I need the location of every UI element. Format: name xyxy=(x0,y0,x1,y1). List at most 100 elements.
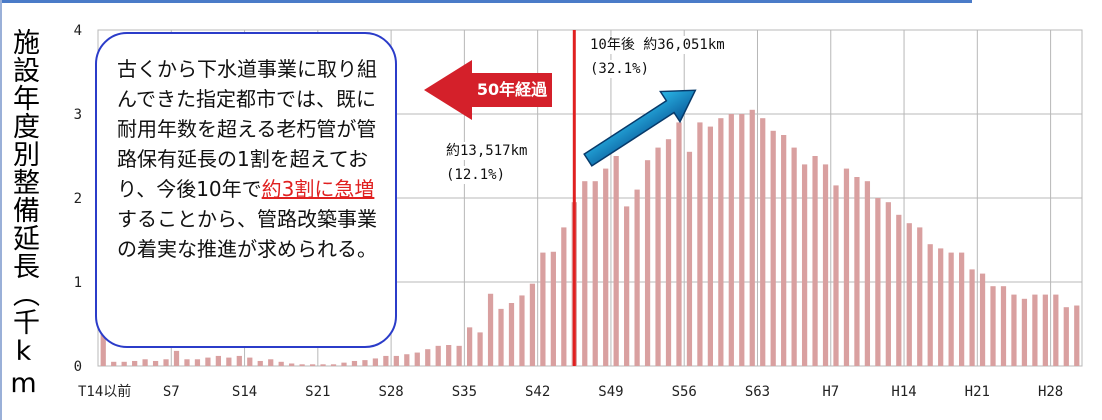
left-arrow-icon xyxy=(424,60,472,120)
diagonal-arrow-icon xyxy=(583,89,697,167)
x-tick-label: S63 xyxy=(745,384,770,400)
bar xyxy=(655,147,661,366)
x-tick-label: S49 xyxy=(598,384,623,400)
bar xyxy=(906,223,912,366)
bar xyxy=(498,308,504,366)
bar xyxy=(843,168,850,366)
bar xyxy=(885,202,891,366)
bar xyxy=(467,327,473,366)
callout-box: 古くから下水道事業に取り組んできた指定都市では、既に耐用年数を超える老朽管が管路… xyxy=(95,32,397,348)
x-axis-ticks: T14以前 S7 S14 S21 S28 S35 S42 S49 S56 S63 H7 H14 H21 H… xyxy=(78,383,1063,400)
bar xyxy=(247,357,253,366)
bar xyxy=(540,252,546,366)
bar xyxy=(529,283,536,366)
bar xyxy=(592,181,598,366)
y-tick-label: 2 xyxy=(74,191,82,207)
x-tick-label: S42 xyxy=(525,384,550,400)
bar xyxy=(624,206,630,366)
bar xyxy=(938,248,944,366)
callout-text-end: することから、管路改築事業の着実な推進が求められる。 xyxy=(117,207,377,261)
bar xyxy=(864,181,871,366)
bar xyxy=(697,122,703,367)
bar xyxy=(1021,298,1028,366)
x-tick-label: S35 xyxy=(452,384,477,400)
bar xyxy=(1053,294,1059,366)
future-pct-label: (32.1%) xyxy=(590,60,650,78)
bar xyxy=(508,303,515,366)
bar xyxy=(948,252,954,366)
bar xyxy=(613,156,619,366)
bar xyxy=(205,357,211,366)
x-tick-label: H14 xyxy=(891,384,916,400)
bar xyxy=(959,252,965,366)
bar xyxy=(550,251,556,366)
bar xyxy=(749,109,755,367)
bar xyxy=(1042,294,1048,366)
bar xyxy=(456,345,462,366)
bar xyxy=(289,363,295,366)
bar xyxy=(1011,294,1017,366)
bar xyxy=(226,357,232,366)
bar xyxy=(990,286,996,366)
chart-overlay xyxy=(572,30,697,366)
x-tick-label: S21 xyxy=(305,384,330,400)
bar xyxy=(341,362,347,366)
bar xyxy=(435,345,441,366)
bar xyxy=(707,126,713,366)
bar xyxy=(854,177,860,366)
bar xyxy=(969,269,975,366)
bar xyxy=(665,139,672,366)
bar xyxy=(215,355,221,366)
bar xyxy=(896,214,902,366)
bar xyxy=(278,361,284,366)
bar xyxy=(561,227,567,366)
bar xyxy=(132,360,138,366)
left-border-line xyxy=(0,0,2,420)
bar xyxy=(739,114,745,366)
bar xyxy=(236,355,242,366)
bar xyxy=(362,360,368,366)
bar xyxy=(414,352,420,366)
bar xyxy=(728,114,734,366)
bar xyxy=(351,360,358,366)
bar xyxy=(1032,294,1038,366)
y-tick-label: 3 xyxy=(74,107,82,123)
future-km-label: 10年後 約36,051km xyxy=(590,36,725,54)
bar xyxy=(383,355,389,366)
bar xyxy=(875,198,881,366)
y-tick-label: 4 xyxy=(74,23,82,39)
bar xyxy=(142,359,148,366)
bar xyxy=(686,151,693,366)
bar xyxy=(781,135,787,366)
callout-text: 古くから下水道事業に取り組んできた指定都市では、既に耐用年数を超える老朽管が管路… xyxy=(117,57,377,201)
bar xyxy=(111,361,117,366)
bar xyxy=(100,328,106,366)
bar xyxy=(791,147,797,366)
x-tick-label: T14以前 xyxy=(78,383,131,400)
bar xyxy=(1000,286,1007,366)
top-border-line xyxy=(0,0,972,3)
x-tick-label: S56 xyxy=(672,384,697,400)
fifty-years-badge: 50年経過 xyxy=(472,73,552,107)
bar xyxy=(446,345,452,366)
bar xyxy=(812,156,818,366)
bar xyxy=(309,364,316,366)
y-axis-ticks: 0 1 2 3 4 xyxy=(74,23,82,375)
bar xyxy=(979,273,986,366)
bar xyxy=(676,122,682,367)
y-tick-label: 1 xyxy=(74,275,82,291)
bar xyxy=(477,332,483,366)
bar xyxy=(644,160,651,366)
bar xyxy=(173,350,180,366)
bar xyxy=(927,244,933,366)
bar xyxy=(718,118,724,366)
bar xyxy=(152,360,159,366)
x-tick-label: S14 xyxy=(232,384,257,400)
bar xyxy=(257,360,263,366)
bar xyxy=(404,354,410,366)
bar xyxy=(770,130,776,366)
current-pct-label: (12.1%) xyxy=(446,166,506,184)
bar xyxy=(822,164,829,366)
bar xyxy=(917,227,923,366)
chart-bars xyxy=(100,109,1080,367)
